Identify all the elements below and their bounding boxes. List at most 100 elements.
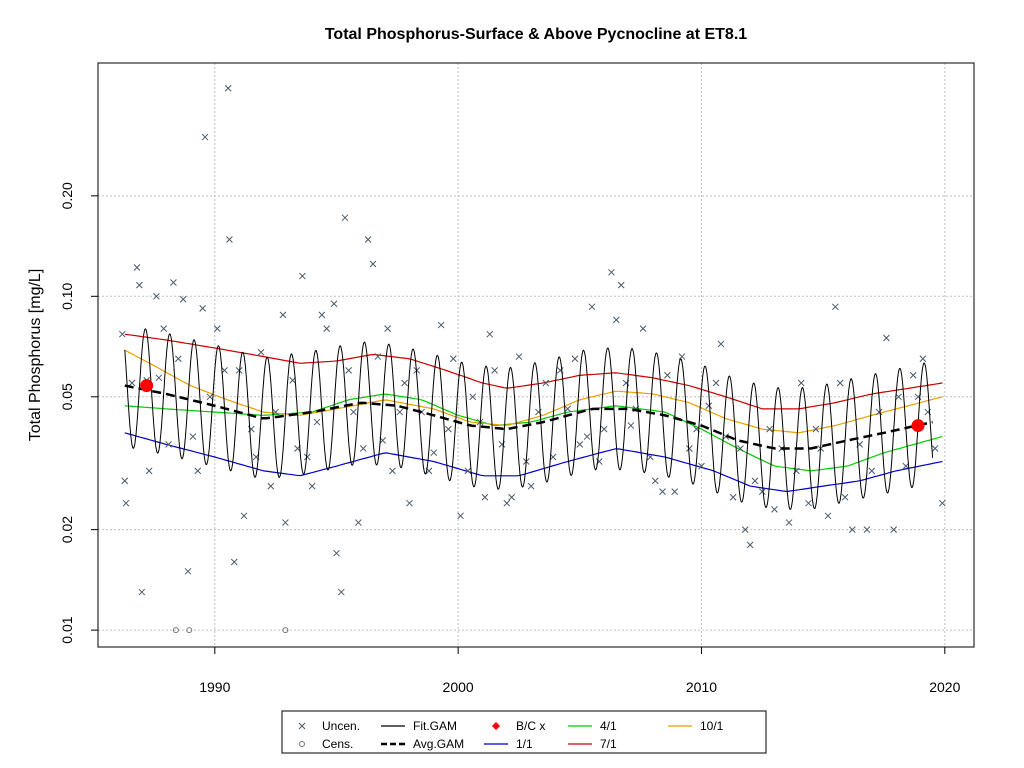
legend-label-r71: 7/1: [600, 737, 617, 751]
uncensored-point: [350, 408, 357, 416]
uncensored-point: [836, 379, 844, 387]
uncensored-point: [771, 506, 778, 513]
uncensored-point: [469, 393, 477, 401]
uncensored-point: [337, 588, 345, 596]
uncensored-point: [588, 303, 596, 311]
uncensored-point: [224, 84, 232, 92]
legend-symbol-cens: [299, 741, 305, 747]
uncensored-point: [374, 353, 382, 360]
uncensored-point: [651, 477, 659, 485]
uncensored-point: [848, 526, 856, 533]
uncensored-point: [805, 499, 812, 507]
bc-point: [911, 419, 925, 433]
y-tick-label: 0.02: [59, 516, 75, 543]
uncensored-point: [797, 379, 805, 387]
uncensored-point: [160, 325, 168, 333]
legend: Uncen. Fit.GAM B/C x 4/1 10/1 Cens. Avg.GAM 1/1…: [281, 710, 767, 754]
legend-symbol-uncen: [298, 722, 306, 730]
legend-label-r41: 4/1: [600, 719, 617, 733]
uncensored-point: [155, 374, 163, 382]
uncensored-point: [369, 260, 377, 268]
uncensored-point: [919, 355, 927, 363]
uncensored-point: [542, 379, 550, 387]
avg-gam-line: [124, 384, 933, 450]
uncensored-point: [863, 526, 871, 533]
bc-points: [140, 379, 925, 433]
legend-label-bc: B/C x: [516, 719, 545, 733]
censored-point: [282, 627, 289, 634]
x-tick-label: 2010: [686, 679, 717, 695]
uncensored-point: [184, 567, 192, 575]
legend-box: [281, 710, 767, 754]
uncensored-point: [741, 526, 749, 533]
uncensored-point: [437, 321, 445, 329]
uncensored-point: [457, 512, 464, 520]
x-tick-label: 2020: [929, 679, 960, 695]
uncensored-point: [308, 482, 316, 490]
uncensored-point: [571, 355, 579, 363]
uncensored-point: [341, 214, 349, 222]
uncensored-point: [671, 488, 679, 495]
x-axis: 1990 2000 2010 2020: [199, 646, 961, 695]
uncensored-point: [199, 305, 206, 312]
gam-lines: [124, 328, 934, 511]
x-tick-label: 1990: [199, 679, 230, 695]
uncensored-point: [486, 330, 494, 338]
uncensored-point: [145, 467, 153, 475]
uncensored-point: [746, 541, 754, 549]
ratio-line-r-1-1: [124, 432, 943, 493]
uncensored-point: [118, 330, 126, 338]
uncensored-point: [685, 445, 693, 452]
uncensored-point: [333, 549, 340, 557]
observation-points: [118, 84, 946, 634]
uncensored-point: [282, 519, 289, 526]
uncensored-point: [430, 449, 438, 457]
uncensored-point: [751, 477, 759, 485]
uncensored-point: [712, 379, 720, 387]
uncensored-point: [194, 467, 202, 475]
uncensored-point: [564, 405, 571, 413]
uncensored-point: [279, 311, 287, 319]
uncensored-point: [931, 445, 939, 452]
bc-point: [140, 379, 154, 393]
uncensored-point: [396, 408, 404, 416]
y-tick-label: 0.10: [59, 282, 75, 309]
uncensored-point: [729, 493, 737, 501]
uncensored-point: [170, 279, 177, 286]
uncensored-point: [174, 355, 182, 363]
uncensored-point: [890, 526, 898, 533]
legend-label-avg: Avg.GAM: [413, 737, 464, 751]
uncensored-point: [272, 408, 279, 416]
uncensored-point: [235, 367, 243, 374]
uncensored-point: [758, 488, 766, 495]
uncensored-point: [841, 493, 849, 501]
uncensored-point: [122, 499, 130, 507]
grid-lines: [98, 63, 974, 647]
uncensored-point: [600, 425, 608, 433]
uncensored-point: [612, 316, 620, 324]
y-tick-label: 0.20: [59, 182, 75, 209]
uncensored-point: [503, 499, 511, 507]
uncensored-point: [318, 311, 326, 319]
y-axis-label: Total Phosphorus [mg/L]: [27, 269, 44, 442]
uncensored-point: [136, 281, 143, 289]
uncensored-point: [481, 493, 489, 501]
uncensored-point: [121, 477, 129, 485]
y-axis: 0.01 0.02 0.05 0.10 0.20: [59, 182, 98, 644]
uncensored-point: [812, 425, 820, 433]
uncensored-point: [240, 512, 248, 520]
legend-label-cens: Cens.: [322, 737, 353, 751]
uncensored-point: [389, 467, 396, 475]
uncensored-point: [576, 441, 584, 448]
uncensored-point: [179, 295, 187, 303]
uncensored-point: [883, 334, 890, 342]
uncensored-point: [737, 445, 744, 452]
uncensored-point: [902, 462, 910, 470]
uncensored-point: [705, 402, 713, 410]
uncensored-point: [345, 367, 352, 374]
uncensored-point: [491, 367, 498, 374]
uncensored-point: [165, 441, 172, 448]
uncensored-point: [230, 558, 238, 566]
legend-symbol-bc: [492, 722, 500, 730]
legend-label-r11: 1/1: [516, 737, 533, 751]
